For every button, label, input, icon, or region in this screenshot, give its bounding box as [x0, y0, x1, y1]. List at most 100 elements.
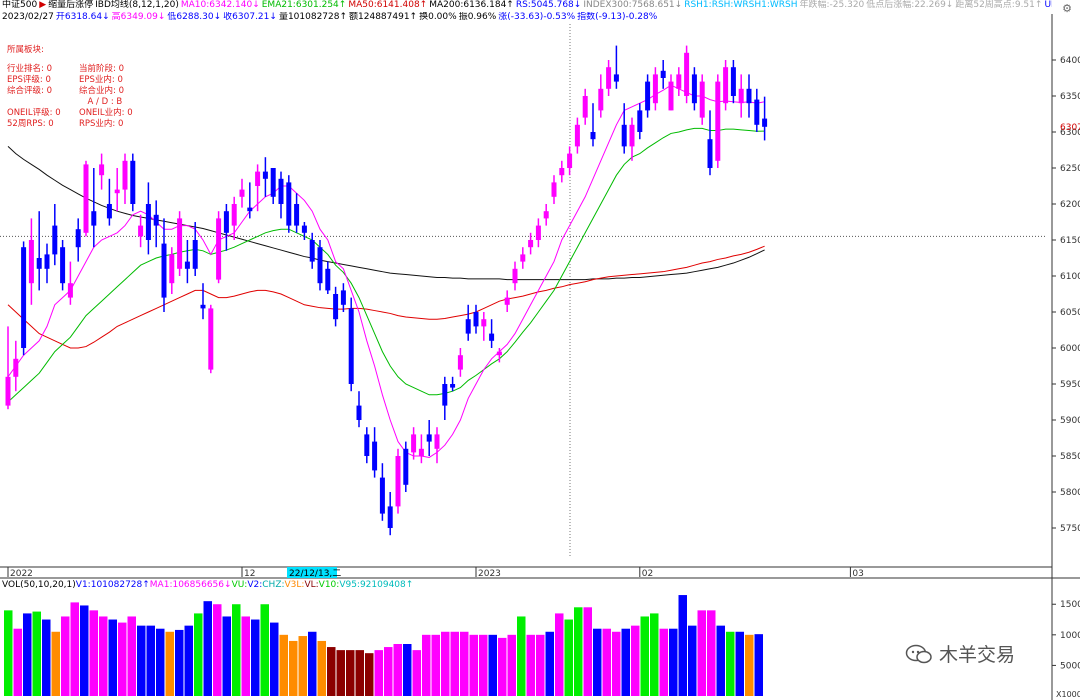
ohlc-item-2: 高6349.09↓ — [111, 12, 166, 22]
candle-body — [418, 448, 424, 456]
volume-bar — [165, 631, 174, 696]
candle-body — [496, 351, 502, 356]
candle-body — [411, 434, 417, 453]
volume-bar — [612, 631, 621, 696]
panel-cell: 52周RPS: 0 — [7, 119, 54, 129]
ohlc-item-8: 振0.96% — [458, 12, 497, 22]
candle-body — [278, 178, 284, 204]
volume-bar — [469, 634, 478, 696]
candle-body — [379, 477, 385, 514]
candle-body — [153, 214, 159, 226]
volume-bar — [260, 604, 269, 696]
candle-body — [621, 124, 627, 147]
volume-bar — [517, 616, 526, 696]
candle-body — [637, 110, 643, 132]
volume-bar — [745, 634, 754, 696]
volume-header-item-5: CHZ: — [262, 580, 285, 590]
volume-bar — [621, 628, 630, 696]
candle-body — [668, 81, 674, 111]
panel-cell: ONEIL评级: 0 — [7, 108, 61, 118]
ohlc-item-9: 涨(-33.63)-0.53% — [498, 12, 576, 22]
candle-body — [512, 268, 518, 284]
volume-bar — [384, 647, 393, 696]
volume-bar — [365, 653, 374, 696]
candle-body — [28, 240, 34, 284]
price-tick-label: 5950 — [1060, 380, 1080, 390]
volume-bar — [336, 650, 345, 696]
volume-bar — [203, 601, 212, 696]
candle-body — [99, 164, 105, 176]
candle-body — [83, 164, 89, 233]
candle-body — [746, 88, 752, 104]
candle-body — [528, 240, 534, 248]
volume-header-item-7: VL: — [304, 580, 319, 590]
panel-row: 综合评级: 0 综合业内: 0 — [7, 86, 133, 97]
header-item-13: 距离52周高点:9.51↑ — [955, 0, 1043, 10]
volume-bar — [498, 637, 507, 696]
volume-header-item-2: MA1:106856656↓ — [149, 580, 232, 590]
candle-body — [730, 67, 736, 96]
candle-body — [145, 204, 151, 240]
ema21-line — [7, 127, 765, 403]
price-tick-label: 6250 — [1060, 164, 1080, 174]
header-item-0: 中证500 — [2, 0, 38, 10]
volume-bar — [279, 634, 288, 696]
volume-bar — [289, 640, 298, 696]
panel-cell: 综合业内: 0 — [79, 86, 124, 96]
candle-body — [184, 261, 190, 269]
volume-bar — [460, 631, 469, 696]
header-item-11: 年跌幅:-25.320 — [799, 0, 865, 10]
ma10-line — [7, 84, 765, 458]
volume-bar — [232, 604, 241, 696]
panel-row: A / D : B — [7, 97, 133, 108]
volume-bar — [23, 613, 32, 696]
price-tick-label: 5900 — [1060, 416, 1080, 426]
panel-cell: EPS业内: 0 — [79, 75, 123, 85]
volume-tick-label: 15000 — [1060, 600, 1080, 610]
ohlc-item-10: 指数(-9.13)-0.28% — [577, 12, 658, 22]
panel-row: EPS评级: 0 EPS业内: 0 — [7, 75, 133, 86]
volume-bar — [156, 628, 165, 696]
volume-bar — [716, 625, 725, 696]
volume-bar — [308, 631, 317, 696]
candle-body — [317, 247, 323, 284]
candle-body — [606, 67, 612, 89]
volume-bar — [735, 631, 744, 696]
volume-bar — [222, 616, 231, 696]
gear-icon[interactable]: ⚙ — [1062, 2, 1072, 15]
volume-bar — [194, 613, 203, 696]
candle-body — [450, 384, 456, 388]
volume-bar — [118, 622, 127, 696]
candle-body — [364, 434, 370, 456]
candle-body — [395, 456, 401, 507]
header-item-9: INDEX300:7568.651↓ — [583, 0, 683, 10]
volume-bar — [669, 628, 678, 696]
ohlc-item-5: 量101082728↑ — [278, 12, 348, 22]
panel-cell: EPS评级: 0 — [7, 75, 51, 85]
candle-body — [208, 308, 214, 370]
candle-body — [426, 434, 432, 442]
volume-bar — [80, 605, 89, 696]
volume-bar — [593, 628, 602, 696]
panel-cell: RPS业内: 0 — [79, 119, 124, 129]
date-tick-label: 12 — [244, 569, 255, 579]
candle-body — [91, 211, 97, 226]
price-tick-label: 6300 — [1060, 128, 1080, 138]
volume-bar — [99, 616, 108, 696]
ohlc-item-7: 换0.00% — [419, 12, 457, 22]
volume-bar — [403, 644, 412, 696]
ma200-line — [7, 146, 765, 281]
volume-bar — [707, 610, 716, 696]
volume-bar — [241, 616, 250, 696]
chart-header-indicators: 中证500 ▶ 缩量后涨停 IBD均线(8,12,1,20) MA10:6342.140… — [2, 0, 1052, 11]
candle-body — [387, 506, 393, 528]
candle-body — [457, 355, 463, 370]
candle-body — [598, 88, 604, 111]
volume-bar — [374, 650, 383, 696]
candle-body — [372, 441, 378, 471]
cursor-date-label: 22/12/13,二 — [289, 569, 341, 579]
candle-body — [676, 74, 682, 89]
candle-body — [75, 229, 81, 248]
candle-body — [660, 70, 666, 78]
